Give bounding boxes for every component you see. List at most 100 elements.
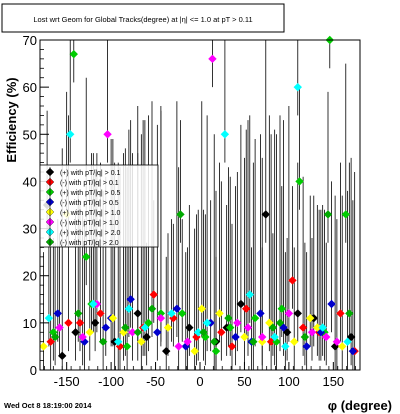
data-point bbox=[290, 337, 299, 346]
x-tick-label: -100 bbox=[98, 374, 124, 389]
data-point bbox=[217, 328, 226, 337]
data-point bbox=[343, 337, 352, 346]
data-point bbox=[66, 130, 75, 139]
x-axis-ticks: -150 -100 -50 0 50 100 150 bbox=[44, 362, 356, 389]
data-point bbox=[249, 337, 258, 346]
x-tick-label: 100 bbox=[278, 374, 300, 389]
y-tick-label: 50 bbox=[23, 127, 37, 142]
data-point bbox=[224, 313, 233, 323]
legend-label: (+) with pT/|q| > 1.0 bbox=[60, 210, 121, 217]
data-point bbox=[300, 332, 310, 342]
data-point bbox=[250, 313, 260, 323]
data-point bbox=[208, 54, 217, 64]
data-point bbox=[261, 210, 270, 219]
x-tick-label: 50 bbox=[237, 374, 251, 389]
data-point bbox=[288, 276, 297, 285]
data-point bbox=[306, 313, 315, 323]
y-tick-label: 30 bbox=[23, 222, 37, 237]
data-point bbox=[258, 337, 267, 346]
legend-label: (+) with pT/|q| > 2.0 bbox=[60, 230, 121, 237]
data-point bbox=[215, 309, 224, 318]
data-point bbox=[49, 328, 58, 337]
legend: (+) with pT/|q| > 0.1 (-) with pT/|q| > 0… bbox=[39, 164, 159, 248]
data-point bbox=[89, 299, 98, 309]
data-point bbox=[348, 346, 358, 356]
data-point bbox=[298, 323, 308, 332]
data-point bbox=[75, 318, 85, 328]
data-points-layer bbox=[39, 35, 359, 361]
data-point bbox=[133, 328, 142, 337]
data-point bbox=[183, 337, 192, 346]
x-tick-label: 0 bbox=[196, 374, 203, 389]
data-point bbox=[220, 130, 230, 139]
data-point bbox=[202, 318, 212, 328]
data-point bbox=[74, 309, 83, 318]
data-point bbox=[90, 318, 100, 328]
data-point bbox=[163, 323, 173, 332]
data-point bbox=[101, 323, 110, 332]
data-point bbox=[295, 177, 304, 186]
data-point bbox=[147, 304, 157, 313]
data-point bbox=[156, 313, 166, 323]
data-point bbox=[233, 318, 242, 328]
data-point bbox=[85, 328, 94, 337]
data-point bbox=[332, 337, 342, 346]
y-tick-label: 20 bbox=[23, 269, 37, 284]
data-point bbox=[185, 323, 194, 332]
data-point bbox=[39, 342, 48, 351]
x-tick-label: -50 bbox=[146, 374, 165, 389]
data-point bbox=[149, 290, 158, 299]
data-point bbox=[121, 323, 130, 332]
chart-title: Lost wrt Geom for Global Tracks(degree) … bbox=[33, 15, 252, 24]
data-point bbox=[197, 304, 206, 313]
data-point bbox=[210, 337, 219, 346]
data-point bbox=[176, 210, 185, 219]
y-tick-label: 70 bbox=[23, 33, 37, 48]
data-point bbox=[336, 309, 345, 318]
data-point bbox=[211, 346, 221, 356]
data-point bbox=[341, 210, 350, 219]
data-point bbox=[277, 304, 286, 313]
data-point bbox=[96, 309, 105, 318]
data-point bbox=[242, 304, 251, 313]
data-point bbox=[122, 342, 132, 351]
data-point bbox=[275, 318, 285, 328]
data-point bbox=[71, 328, 80, 337]
y-tick-label: 60 bbox=[23, 80, 37, 95]
data-point bbox=[256, 309, 265, 318]
data-point bbox=[268, 323, 278, 332]
timestamp: Wed Oct 8 18:19:00 2014 bbox=[4, 401, 92, 410]
data-point bbox=[172, 304, 182, 313]
x-tick-label: -150 bbox=[54, 374, 80, 389]
data-point bbox=[82, 252, 91, 262]
data-point bbox=[162, 346, 171, 356]
data-point bbox=[78, 332, 87, 342]
legend-label: (-) with pT/|q| > 0.5 bbox=[60, 200, 119, 207]
data-point bbox=[128, 328, 137, 337]
data-point bbox=[178, 309, 187, 318]
y-tick-label: 0 bbox=[30, 363, 37, 378]
data-point bbox=[322, 332, 331, 342]
data-point bbox=[142, 332, 151, 342]
data-point bbox=[153, 328, 162, 337]
data-point bbox=[69, 49, 78, 59]
data-point bbox=[293, 82, 302, 92]
data-point bbox=[103, 130, 112, 139]
data-point bbox=[231, 332, 240, 342]
legend-box bbox=[39, 164, 159, 248]
data-point bbox=[327, 299, 336, 309]
data-point bbox=[318, 323, 327, 332]
data-point bbox=[226, 323, 235, 332]
legend-label: (+) with pT/|q| > 0.1 bbox=[60, 170, 121, 177]
data-point bbox=[284, 309, 294, 318]
data-point bbox=[302, 342, 311, 351]
data-point bbox=[108, 313, 118, 323]
data-point bbox=[199, 328, 208, 337]
y-tick-label: 10 bbox=[23, 316, 37, 331]
data-point bbox=[46, 337, 55, 346]
x-axis-label: φ (degree) bbox=[328, 398, 392, 413]
data-point bbox=[190, 346, 199, 356]
title-box bbox=[1, 3, 285, 33]
data-point bbox=[174, 342, 183, 351]
data-point bbox=[240, 332, 249, 342]
